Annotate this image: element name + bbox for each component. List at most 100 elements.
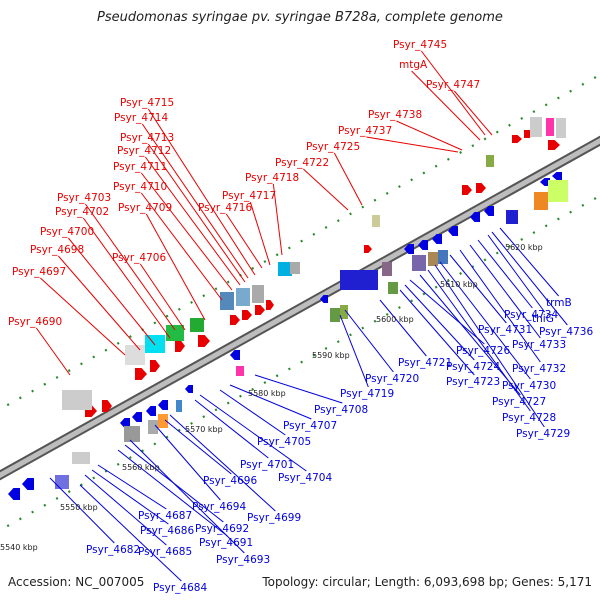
lower-gene-label-30: thiG bbox=[532, 313, 554, 325]
gene-block-28 bbox=[236, 366, 244, 376]
upper-gene-leader-3 bbox=[67, 237, 156, 346]
lower-gene-label-13: Psyr_4705 bbox=[257, 436, 311, 448]
topology-summary: Topology: circular; Length: 6,093,698 bp… bbox=[262, 575, 592, 589]
gene-block-32 bbox=[176, 400, 182, 412]
lower-gene-label-12: Psyr_4704 bbox=[278, 472, 332, 484]
lower-gene-leader-10 bbox=[169, 414, 276, 512]
lower-gene-leader-16 bbox=[339, 314, 369, 388]
upper-gene-leader-13 bbox=[147, 108, 256, 276]
upper-gene-leader-14 bbox=[225, 213, 263, 269]
lower-gene-label-15: Psyr_4708 bbox=[314, 404, 368, 416]
upper-gene-label-1: Psyr_4697 bbox=[12, 266, 66, 278]
lower-gene-label-29: Psyr_4734 bbox=[504, 309, 558, 321]
tick-label-2: 5560 kbp bbox=[122, 463, 160, 472]
lower-gene-leader-4 bbox=[97, 464, 167, 510]
upper-gene-label-7: Psyr_4709 bbox=[118, 202, 172, 214]
lower-gene-label-27: Psyr_4732 bbox=[512, 363, 566, 375]
upper-gene-leader-23 bbox=[420, 50, 486, 136]
lower-gene-leader-19 bbox=[399, 289, 475, 376]
lower-gene-label-18: Psyr_4721 bbox=[398, 357, 452, 369]
reverse-gene-arrow-1 bbox=[22, 478, 34, 490]
upper-gene-label-22: Psyr_4747 bbox=[426, 79, 480, 91]
lower-gene-leader-13 bbox=[219, 389, 286, 436]
lower-gene-leader-8 bbox=[154, 424, 221, 501]
gene-block-6 bbox=[190, 318, 204, 332]
upper-gene-leader-16 bbox=[272, 183, 283, 256]
lower-gene-label-6: Psyr_4692 bbox=[195, 523, 249, 535]
reverse-gene-arrow-10 bbox=[418, 240, 428, 250]
reverse-gene-arrow-0 bbox=[8, 488, 20, 500]
upper-gene-label-4: Psyr_4702 bbox=[55, 206, 109, 218]
reverse-gene-arrow-4 bbox=[146, 406, 156, 416]
lower-gene-label-2: Psyr_4685 bbox=[138, 546, 192, 558]
gene-block-22 bbox=[534, 192, 548, 210]
upper-gene-leader-15 bbox=[249, 201, 271, 266]
lower-gene-leader-14 bbox=[229, 384, 312, 420]
upper-gene-leader-2 bbox=[57, 255, 141, 351]
upper-gene-label-0: Psyr_4690 bbox=[8, 316, 62, 328]
lower-gene-label-28: Psyr_4733 bbox=[512, 339, 566, 351]
upper-gene-leader-20 bbox=[396, 120, 463, 151]
forward-gene-arrow-5 bbox=[198, 335, 210, 347]
lower-gene-label-0: Psyr_4682 bbox=[86, 544, 140, 556]
upper-gene-label-8: Psyr_4710 bbox=[113, 181, 167, 193]
gene-block-2 bbox=[55, 475, 69, 489]
upper-gene-label-15: Psyr_4717 bbox=[222, 190, 276, 202]
tick-label-4: 5580 kbp bbox=[248, 389, 286, 398]
upper-gene-leader-17 bbox=[303, 168, 349, 211]
lower-gene-label-22: Psyr_4727 bbox=[492, 396, 546, 408]
upper-gene-label-5: Psyr_4703 bbox=[57, 192, 111, 204]
lower-gene-leader-29 bbox=[477, 239, 533, 309]
forward-gene-arrow-12 bbox=[476, 183, 486, 193]
gene-block-10 bbox=[278, 262, 292, 276]
gene-block-27 bbox=[158, 414, 168, 428]
tick-label-3: 5570 kbp bbox=[185, 425, 223, 434]
gene-block-9 bbox=[252, 285, 264, 303]
upper-gene-leader-10 bbox=[144, 156, 241, 286]
gene-block-5 bbox=[166, 325, 184, 341]
lower-gene-label-14: Psyr_4707 bbox=[283, 420, 337, 432]
gene-block-8 bbox=[236, 288, 250, 306]
gene-block-19 bbox=[530, 117, 542, 137]
lower-gene-leader-25 bbox=[439, 261, 531, 380]
lower-gene-label-21: Psyr_4726 bbox=[456, 345, 510, 357]
genome-backbone bbox=[0, 135, 600, 481]
upper-gene-label-11: Psyr_4713 bbox=[120, 132, 174, 144]
forward-gene-arrow-4 bbox=[175, 340, 185, 352]
lower-gene-label-24: Psyr_4729 bbox=[516, 428, 570, 440]
upper-gene-label-12: Psyr_4714 bbox=[114, 112, 168, 124]
lower-gene-leader-26 bbox=[449, 254, 507, 324]
lower-gene-label-4: Psyr_4687 bbox=[138, 510, 192, 522]
lower-gene-leader-15 bbox=[254, 374, 343, 404]
gene-block-12 bbox=[340, 270, 378, 290]
reverse-gene-arrow-9 bbox=[404, 244, 414, 254]
gene-block-0 bbox=[62, 390, 92, 410]
reverse-gene-arrow-16 bbox=[552, 172, 562, 180]
reverse-gene-arrow-13 bbox=[470, 212, 480, 222]
reverse-gene-arrow-11 bbox=[432, 234, 442, 244]
lower-gene-label-11: Psyr_4701 bbox=[240, 459, 294, 471]
gene-block-24 bbox=[506, 210, 518, 224]
lower-gene-label-31: trmB bbox=[546, 297, 572, 309]
gene-block-29 bbox=[330, 308, 340, 322]
lower-gene-label-10: Psyr_4699 bbox=[247, 512, 301, 524]
gene-block-16 bbox=[428, 252, 438, 266]
forward-gene-arrow-10 bbox=[364, 245, 372, 253]
coordinate-ticks: 5540 kbp 5550 kbp 5560 kbp 5570 kbp 5580 kbp… bbox=[0, 243, 543, 552]
upper-gene-leader-4 bbox=[82, 217, 171, 339]
upper-gene-label-17: Psyr_4722 bbox=[275, 157, 329, 169]
lower-gene-label-16: Psyr_4719 bbox=[340, 388, 394, 400]
reverse-gene-arrow-15 bbox=[540, 178, 550, 186]
forward-gene-arrow-6 bbox=[230, 315, 240, 325]
upper-gene-label-20: Psyr_4738 bbox=[368, 109, 422, 121]
reverse-gene-arrow-6 bbox=[185, 385, 193, 393]
lower-gene-label-23: Psyr_4728 bbox=[502, 412, 556, 424]
upper-gene-leader-21 bbox=[411, 70, 481, 141]
gene-block-13 bbox=[372, 215, 380, 227]
gene-features bbox=[8, 117, 568, 500]
upper-gene-label-2: Psyr_4698 bbox=[30, 244, 84, 256]
lower-gene-leader-2 bbox=[84, 474, 167, 546]
lower-gene-leader-21 bbox=[409, 279, 485, 345]
gene-block-14 bbox=[382, 262, 392, 276]
